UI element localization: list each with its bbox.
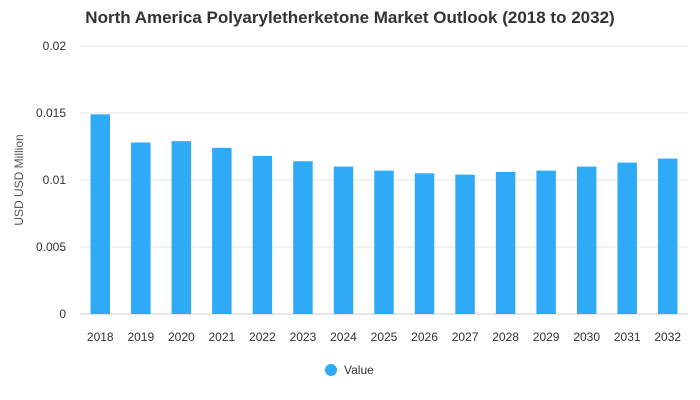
y-tick-label: 0.005 xyxy=(36,240,66,254)
bar-2021[interactable] xyxy=(212,147,232,314)
x-tick-label: 2026 xyxy=(411,330,438,344)
bar-2029[interactable] xyxy=(536,170,556,314)
x-tick-label: 2029 xyxy=(533,330,560,344)
bar-2027[interactable] xyxy=(455,174,475,314)
legend-label-value: Value xyxy=(344,363,374,377)
x-tick-label: 2018 xyxy=(87,330,114,344)
x-tick-label: 2020 xyxy=(168,330,195,344)
y-axis-title: USD USD Million xyxy=(12,134,26,225)
x-tick-label: 2025 xyxy=(371,330,398,344)
y-tick-label: 0.02 xyxy=(43,39,67,53)
bar-2031[interactable] xyxy=(617,162,637,314)
bar-2028[interactable] xyxy=(495,171,516,314)
x-tick-label: 2023 xyxy=(290,330,317,344)
x-tick-label: 2030 xyxy=(573,330,600,344)
chart-title: North America Polyaryletherketone Market… xyxy=(85,8,615,27)
bar-2025[interactable] xyxy=(374,170,394,314)
x-tick-label: 2028 xyxy=(492,330,519,344)
x-tick-label: 2031 xyxy=(614,330,641,344)
bar-2024[interactable] xyxy=(333,166,354,314)
bar-2019[interactable] xyxy=(131,142,151,314)
bar-layer xyxy=(90,114,678,314)
y-tick-labels: 0 0.005 0.01 0.015 0.02 xyxy=(36,39,66,321)
bar-2023[interactable] xyxy=(293,161,313,314)
bar-2018[interactable] xyxy=(90,114,110,314)
legend[interactable]: Value xyxy=(325,363,374,377)
x-tick-label: 2027 xyxy=(452,330,479,344)
y-tick-label: 0 xyxy=(59,307,66,321)
x-tick-label: 2024 xyxy=(330,330,357,344)
x-tick-label: 2022 xyxy=(249,330,276,344)
bar-2026[interactable] xyxy=(414,173,435,314)
x-tick-label: 2032 xyxy=(654,330,681,344)
bar-2020[interactable] xyxy=(171,141,192,314)
y-tick-label: 0.015 xyxy=(36,106,66,120)
x-tick-label: 2019 xyxy=(127,330,154,344)
bar-2032[interactable] xyxy=(658,158,678,314)
x-tick-labels: 2018 2019 2020 2021 2022 2023 2024 2025 2026 2027… xyxy=(87,330,681,344)
legend-marker-value xyxy=(325,364,337,376)
bar-2022[interactable] xyxy=(252,155,273,314)
x-tick-label: 2021 xyxy=(209,330,236,344)
bar-2030[interactable] xyxy=(576,166,597,314)
y-tick-label: 0.01 xyxy=(43,173,67,187)
